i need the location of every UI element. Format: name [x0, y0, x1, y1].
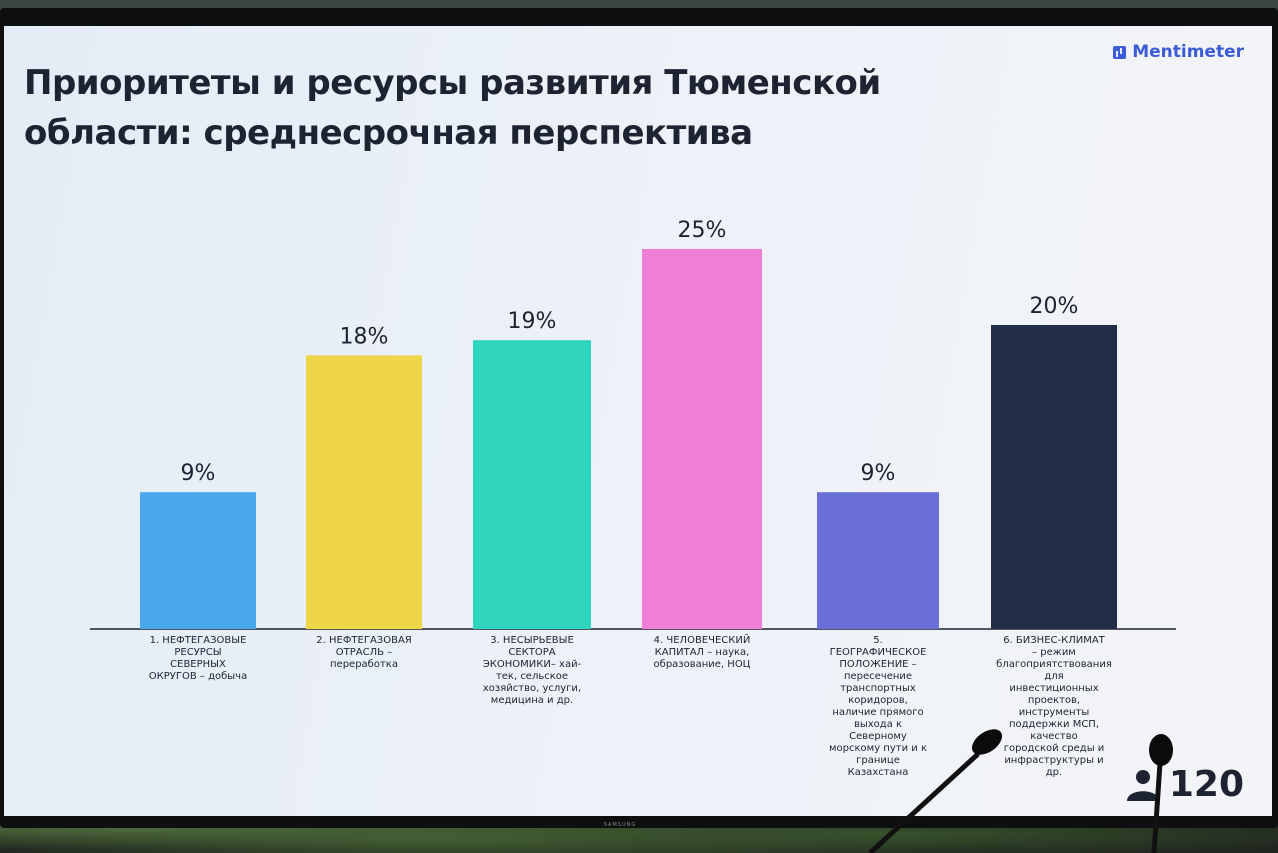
- bar-3: [473, 340, 591, 629]
- category-label-1: 1. НЕФТЕГАЗОВЫЕ РЕСУРСЫ СЕВЕРНЫХ ОКРУГОВ – …: [149, 635, 247, 682]
- mentimeter-logo-icon: [1113, 45, 1127, 59]
- microphone-icon: [868, 729, 1003, 853]
- bar-4: [642, 249, 762, 629]
- category-label-5: 5. ГЕОГРАФИЧЕСКОЕ ПОЛОЖЕНИЕ – пересечение тр…: [829, 635, 927, 778]
- slide-title: Приоритеты и ресурсы развития Тюменской …: [24, 63, 881, 153]
- bar-1: [140, 492, 256, 629]
- bar-5: [817, 492, 939, 629]
- presentation-screen: Приоритеты и ресурсы развития Тюменской …: [4, 26, 1272, 816]
- category-label-2: 2. НЕФТЕГАЗОВАЯ ОТРАСЛЬ – переработка: [316, 635, 411, 670]
- bar-value-label-1: 9%: [181, 461, 216, 486]
- mentimeter-logo-text: Mentimeter: [1132, 42, 1244, 62]
- participants-counter: 120: [1123, 764, 1244, 805]
- category-label-6: 6. БИЗНЕС-КЛИМАТ – режим благоприятствован…: [996, 635, 1112, 778]
- bar-value-label-5: 9%: [861, 461, 896, 486]
- microphone-icon: [1149, 734, 1173, 853]
- category-label-3: 3. НЕСЫРЬЕВЫЕ СЕКТОРА ЭКОНОМИКИ– хай-тек, …: [483, 635, 582, 706]
- bar-6: [991, 325, 1117, 629]
- tv-brand-label: SAMSUNG: [603, 822, 637, 828]
- participants-icon: [1126, 769, 1159, 801]
- participants-count: 120: [1168, 764, 1244, 805]
- mentimeter-logo: Mentimeter: [1113, 42, 1244, 62]
- bar-value-label-4: 25%: [678, 218, 727, 243]
- bar-value-label-6: 20%: [1030, 294, 1079, 319]
- bar-value-label-2: 18%: [340, 324, 389, 349]
- bar-2: [306, 355, 422, 629]
- bar-chart: 9% 1. НЕФТЕГАЗОВЫЕ РЕСУРСЫ СЕВЕРНЫХ ОКРУГОВ …: [90, 218, 1176, 778]
- bar-value-label-3: 19%: [508, 309, 557, 334]
- category-label-4: 4. ЧЕЛОВЕЧЕСКИЙ КАПИТАЛ – наука, образован…: [654, 633, 751, 670]
- tv-frame: Приоритеты и ресурсы развития Тюменской …: [0, 8, 1278, 828]
